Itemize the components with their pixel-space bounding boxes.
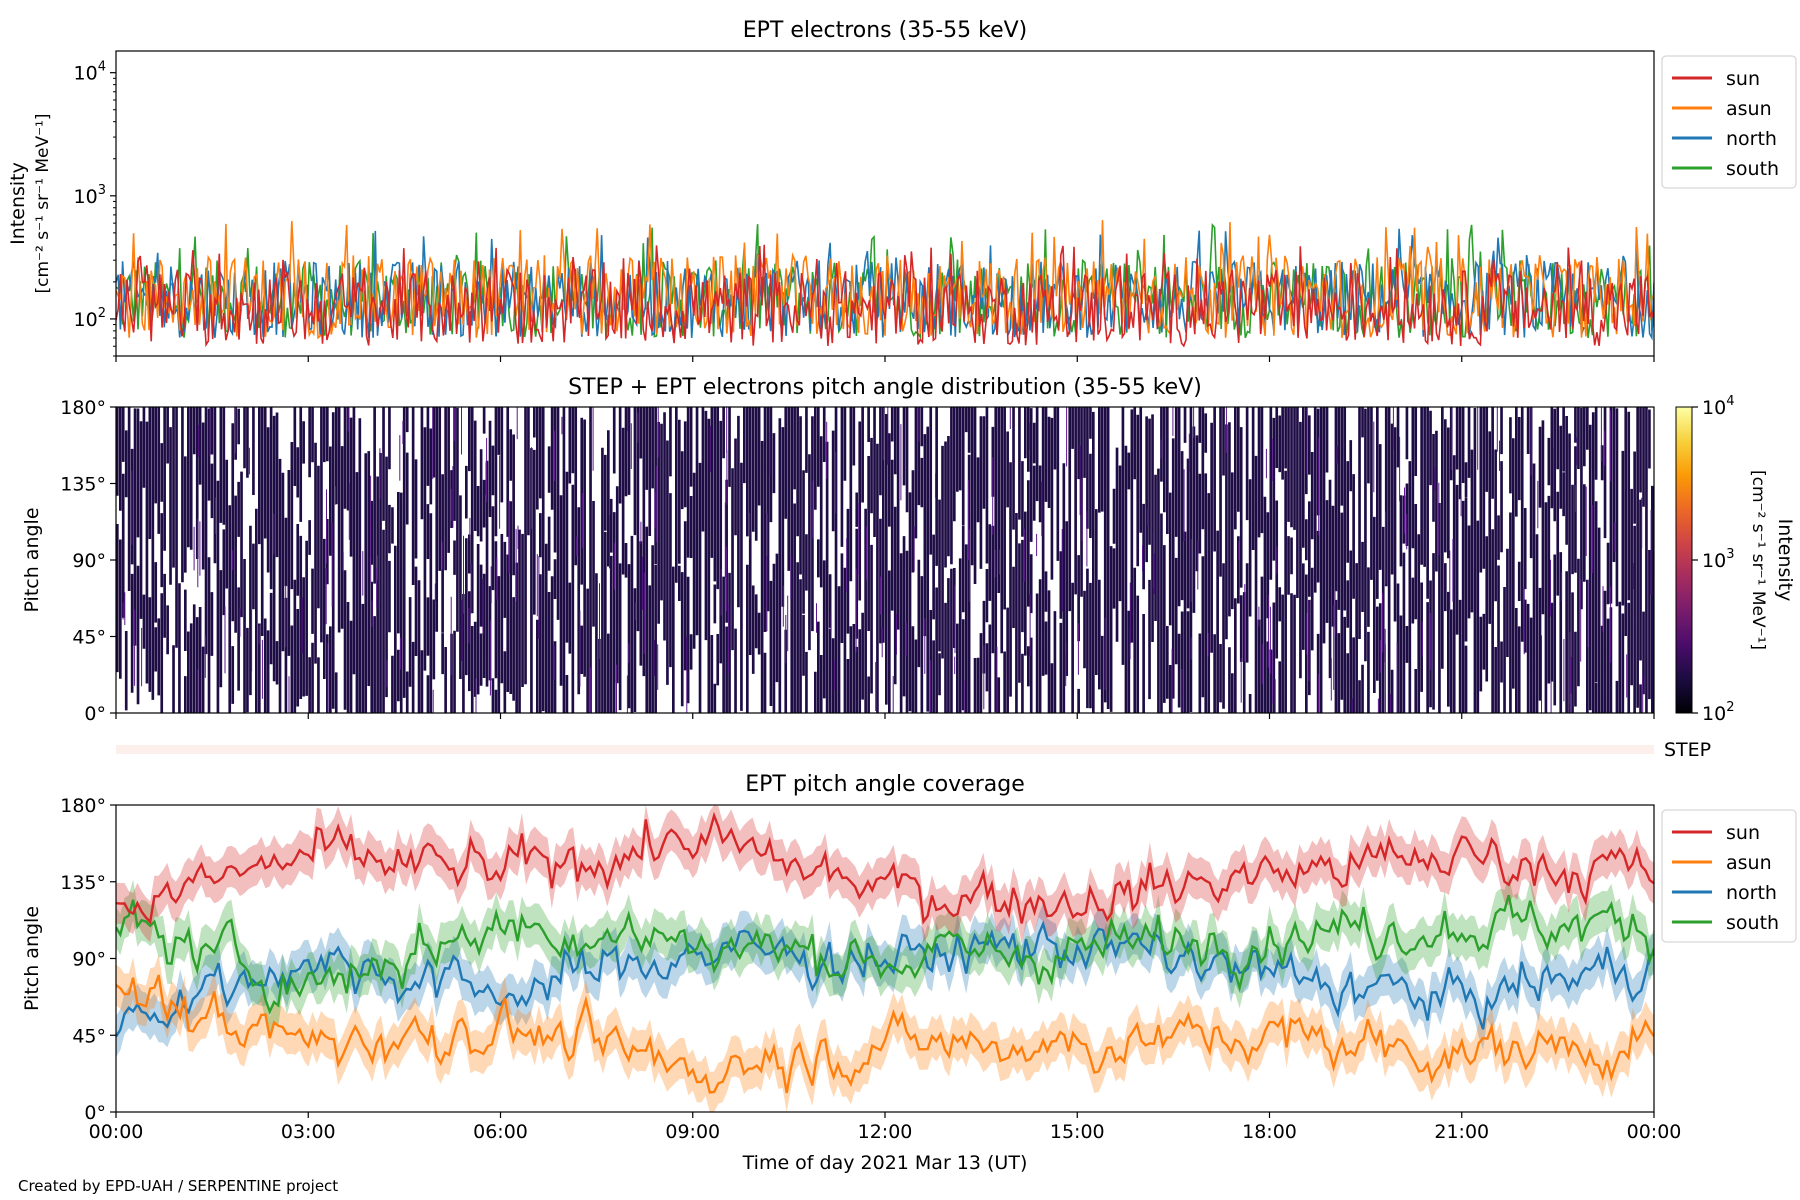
y-tick-label: 102 — [74, 306, 106, 331]
step-label: STEP — [1664, 739, 1711, 761]
y-tick-label: 104 — [74, 60, 106, 85]
series-band-south — [116, 874, 1654, 1033]
colorbar-tick-label: 104 — [1702, 394, 1734, 419]
legend-box — [1661, 55, 1797, 189]
panel-step-strip: STEP — [116, 739, 1711, 761]
colorbar-gradient — [1675, 406, 1693, 714]
legend-label-asun: asun — [1726, 852, 1772, 874]
chart-title: EPT pitch angle coverage — [745, 772, 1025, 797]
x-tick-label: 18:00 — [1242, 1121, 1297, 1143]
series-line-north — [116, 920, 1654, 1038]
x-tick-label: 21:00 — [1434, 1121, 1489, 1143]
series-band-north — [116, 903, 1654, 1058]
series-line-sun — [116, 811, 1654, 925]
y-tick-label: 135° — [60, 474, 106, 496]
y-axis-label: Pitch angle — [21, 507, 43, 612]
y-axis-label: Pitch angle — [21, 906, 43, 1011]
colorbar-units: [cm⁻² s⁻¹ sr⁻¹ MeV⁻¹] — [1748, 470, 1768, 650]
series-band-asun — [116, 954, 1654, 1112]
y-tick-label: 0° — [84, 1102, 106, 1124]
panel-intensity: 102 103 104 EPT electrons (35-55 keV) Intens… — [7, 18, 1797, 362]
legend-label-south: south — [1726, 158, 1779, 180]
series-line-south — [116, 894, 1654, 1015]
y-tick-label: 0° — [84, 703, 106, 725]
legend-label-north: north — [1726, 882, 1777, 904]
x-tick-label: 06:00 — [473, 1121, 528, 1143]
x-axis-label: Time of day 2021 Mar 13 (UT) — [742, 1152, 1028, 1174]
y-tick-label: 103 — [74, 183, 106, 208]
step-strip — [116, 745, 1654, 754]
heatmap-fill — [116, 407, 1654, 713]
x-tick-label: 00:00 — [1627, 1121, 1682, 1143]
legend-label-asun: asun — [1726, 98, 1772, 120]
y-tick-label: 45° — [72, 1025, 106, 1047]
colorbar-tick-label: 103 — [1702, 547, 1734, 572]
heatmap-cells — [116, 407, 1654, 713]
y-axis-units: [cm⁻² s⁻¹ sr⁻¹ MeV⁻¹] — [33, 114, 53, 294]
y-axis-label: Intensity — [7, 162, 29, 245]
x-tick-label: 09:00 — [665, 1121, 720, 1143]
series-line-asun — [116, 974, 1654, 1094]
series-line-sun — [116, 244, 1654, 348]
y-tick-label: 90° — [72, 550, 106, 572]
x-tick-label: 12:00 — [858, 1121, 913, 1143]
legend-label-north: north — [1726, 128, 1777, 150]
chart-title: EPT electrons (35-55 keV) — [743, 18, 1028, 43]
x-tick-label: 00:00 — [89, 1121, 144, 1143]
legend-label-south: south — [1726, 912, 1779, 934]
footer-credit: Created by EPD-UAH / SERPENTINE project — [18, 1177, 339, 1195]
x-tick-label: 15:00 — [1050, 1121, 1105, 1143]
legend-box — [1661, 809, 1797, 943]
colorbar-label: Intensity — [1774, 519, 1796, 602]
series-band-sun — [116, 805, 1654, 944]
y-tick-label: 135° — [60, 872, 106, 894]
y-tick-label: 180° — [60, 397, 106, 419]
panel-pitch-angle-coverage: 0° 45° 90° 135° 180° 00:00 03:00 06:00 09:00 12:0… — [21, 772, 1797, 1174]
y-tick-label: 45° — [72, 627, 106, 649]
legend-label-sun: sun — [1726, 68, 1760, 90]
y-tick-label: 180° — [60, 795, 106, 817]
panel-pitch-angle-distribution: 0° 45° 90° 135° 180° STEP + EPT electrons pit… — [21, 375, 1655, 725]
chart-title: STEP + EPT electrons pitch angle distrib… — [568, 375, 1202, 400]
colorbar: 102 103 104 Intensity [cm⁻² s⁻¹ sr⁻¹ MeV⁻¹] — [1675, 394, 1796, 725]
x-tick-label: 03:00 — [281, 1121, 336, 1143]
legend-label-sun: sun — [1726, 822, 1760, 844]
heatmap-highlights — [122, 407, 1652, 713]
colorbar-tick-label: 102 — [1702, 700, 1734, 725]
y-tick-label: 90° — [72, 949, 106, 971]
